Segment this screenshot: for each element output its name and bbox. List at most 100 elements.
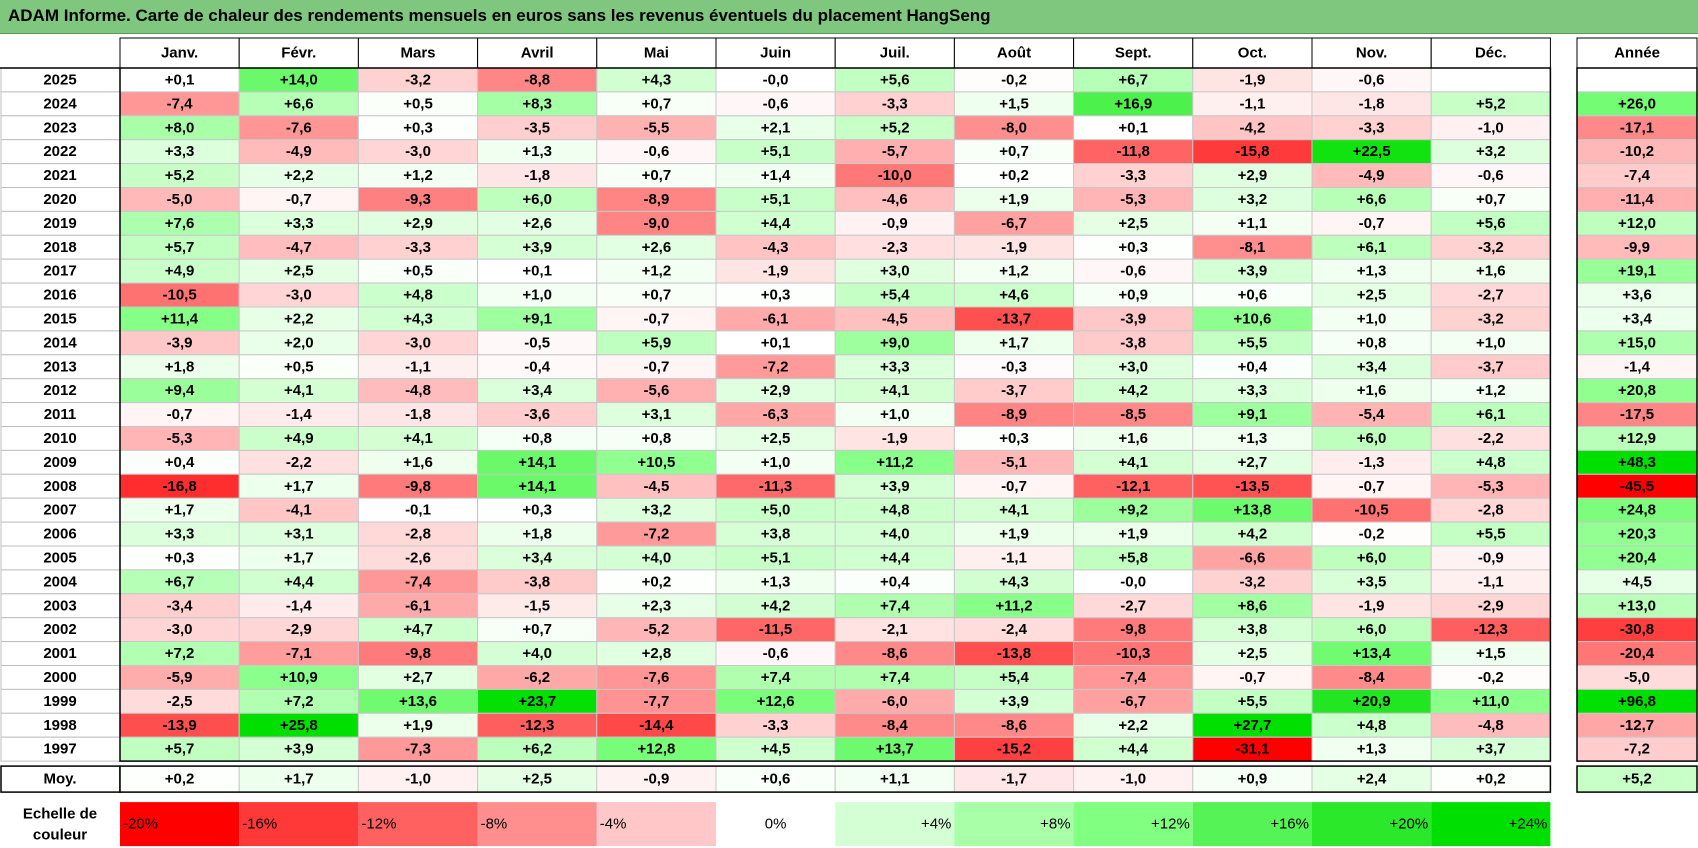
year-label: 2012 bbox=[43, 382, 76, 399]
heat-cell-value: -2,5 bbox=[167, 693, 193, 710]
month-header-label: Déc. bbox=[1475, 45, 1507, 62]
heat-cell-value: +0,3 bbox=[522, 502, 552, 519]
average-cell-value: +1,1 bbox=[880, 771, 910, 788]
heat-cell-value: -0,7 bbox=[643, 358, 669, 375]
heat-cell-value: -0,7 bbox=[167, 406, 193, 423]
heat-cell-value: +3,1 bbox=[642, 406, 672, 423]
year-total-value: +48,3 bbox=[1618, 454, 1656, 471]
heat-cell-value: -10,0 bbox=[878, 167, 912, 184]
year-label: 2018 bbox=[43, 239, 76, 256]
heat-cell-value: -31,1 bbox=[1235, 741, 1269, 758]
heat-cell-value: +11,4 bbox=[161, 310, 199, 327]
heat-cell-value: +6,2 bbox=[522, 741, 552, 758]
heat-cell-value: +3,3 bbox=[165, 143, 195, 160]
heat-cell-value: +0,4 bbox=[1238, 358, 1268, 375]
year-total-value: -20,4 bbox=[1620, 645, 1655, 662]
heat-cell-value: -9,8 bbox=[405, 645, 431, 662]
heat-cell-value: +2,9 bbox=[1238, 167, 1268, 184]
year-total-value: +26,0 bbox=[1618, 95, 1656, 112]
heat-cell-value: +3,2 bbox=[1476, 143, 1506, 160]
heat-cell-value: +5,0 bbox=[761, 502, 791, 519]
heat-cell-value: +8,6 bbox=[1238, 597, 1268, 614]
average-label: Moy. bbox=[43, 771, 76, 788]
color-scale-stop-label: -8% bbox=[481, 816, 508, 833]
heat-cell-value: -4,8 bbox=[405, 382, 431, 399]
heat-cell-value: +2,8 bbox=[642, 645, 672, 662]
year-total-value: +96,8 bbox=[1618, 693, 1656, 710]
heat-cell-value: +0,1 bbox=[761, 334, 791, 351]
heat-cell-value: -3,2 bbox=[1478, 310, 1504, 327]
heat-cell-value: -5,3 bbox=[1478, 478, 1504, 495]
heat-cell-value: +4,3 bbox=[403, 310, 433, 327]
month-header-cell bbox=[1430, 37, 1551, 69]
heat-cell-value: -7,1 bbox=[286, 645, 312, 662]
average-cell-value: +0,2 bbox=[1476, 771, 1506, 788]
heat-cell-value: +5,2 bbox=[1476, 95, 1506, 112]
heat-cell-value: +5,5 bbox=[1238, 693, 1268, 710]
heat-cell-value: -2,3 bbox=[882, 239, 908, 256]
heat-cell-value: +4,4 bbox=[880, 549, 910, 566]
heat-cell-value: -2,2 bbox=[1478, 430, 1504, 447]
heat-cell-value: -3,0 bbox=[167, 621, 193, 638]
heat-cell-value: +1,5 bbox=[1476, 645, 1506, 662]
color-scale-swatch bbox=[954, 802, 1074, 847]
heat-cell-value: +0,7 bbox=[642, 287, 672, 304]
heat-cell-value: +4,1 bbox=[999, 502, 1029, 519]
heat-cell-value: +4,1 bbox=[880, 382, 910, 399]
heat-cell-value: -10,5 bbox=[162, 287, 196, 304]
heat-cell-value: +3,0 bbox=[1118, 358, 1148, 375]
heat-cell-value: +0,8 bbox=[642, 430, 672, 447]
year-total-value: +4,5 bbox=[1622, 573, 1652, 590]
color-scale-swatch bbox=[596, 802, 716, 847]
heat-cell-value: -0,6 bbox=[1478, 167, 1504, 184]
color-scale-stop-label: +20% bbox=[1389, 816, 1428, 833]
heat-cell-value: +4,4 bbox=[761, 215, 791, 232]
heat-cell-value: +1,3 bbox=[522, 143, 552, 160]
heat-cell-value: -1,9 bbox=[882, 430, 908, 447]
heat-cell-value: -7,6 bbox=[286, 119, 312, 136]
color-scale-stop-label: +12% bbox=[1151, 816, 1190, 833]
heat-cell-value: -15,2 bbox=[997, 741, 1031, 758]
heat-cell-value: +12,6 bbox=[757, 693, 795, 710]
heat-cell-value: -8,5 bbox=[1120, 406, 1146, 423]
heat-cell-value: -5,5 bbox=[643, 119, 669, 136]
heat-cell-value: +4,2 bbox=[1238, 526, 1268, 543]
heat-cell-value: -7,2 bbox=[643, 526, 669, 543]
heat-cell-value: -1,1 bbox=[1239, 95, 1265, 112]
heat-cell-value: +14,1 bbox=[518, 478, 556, 495]
heat-cell-value: -3,3 bbox=[882, 95, 908, 112]
year-label: 2013 bbox=[43, 358, 76, 375]
average-cell-value: +0,2 bbox=[165, 771, 195, 788]
heat-cell-value: +3,3 bbox=[1238, 382, 1268, 399]
year-total-header-cell bbox=[1576, 37, 1698, 69]
heat-cell-value: +3,2 bbox=[1238, 191, 1268, 208]
month-header-label: Mai bbox=[644, 45, 669, 62]
heat-cell-value: +1,8 bbox=[522, 526, 552, 543]
heat-cell-value: -0,2 bbox=[1478, 669, 1504, 686]
year-total-value: -11,4 bbox=[1620, 191, 1654, 208]
heat-cell-value: +4,2 bbox=[1118, 382, 1148, 399]
heat-cell-value: +0,6 bbox=[1238, 287, 1268, 304]
heat-cell-value: -4,2 bbox=[1239, 119, 1265, 136]
heat-cell-value: -2,8 bbox=[1478, 502, 1504, 519]
heat-cell-value: +2,2 bbox=[1118, 717, 1148, 734]
average-cell-value: +1,7 bbox=[284, 771, 314, 788]
heat-cell-value: -6,2 bbox=[524, 669, 550, 686]
heat-cell-value: -3,3 bbox=[763, 717, 789, 734]
heat-cell bbox=[1430, 67, 1551, 93]
heat-cell-value: -3,5 bbox=[524, 119, 550, 136]
month-header-label: Mars bbox=[400, 45, 435, 62]
average-cell bbox=[1192, 765, 1313, 793]
average-cell-value: -1,7 bbox=[1001, 771, 1027, 788]
year-label: 2005 bbox=[43, 549, 76, 566]
heat-cell-value: +9,1 bbox=[522, 310, 552, 327]
year-label: 2010 bbox=[43, 430, 76, 447]
heat-cell-value: +4,8 bbox=[1357, 717, 1387, 734]
year-label: 2014 bbox=[43, 334, 77, 351]
heat-cell-value: -13,8 bbox=[997, 645, 1031, 662]
heat-cell-value: -1,5 bbox=[524, 597, 550, 614]
heat-cell-value: +0,4 bbox=[165, 454, 195, 471]
heat-cell-value: +3,3 bbox=[880, 358, 910, 375]
heat-cell-value: +4,3 bbox=[642, 71, 672, 88]
year-label: 2008 bbox=[43, 478, 76, 495]
